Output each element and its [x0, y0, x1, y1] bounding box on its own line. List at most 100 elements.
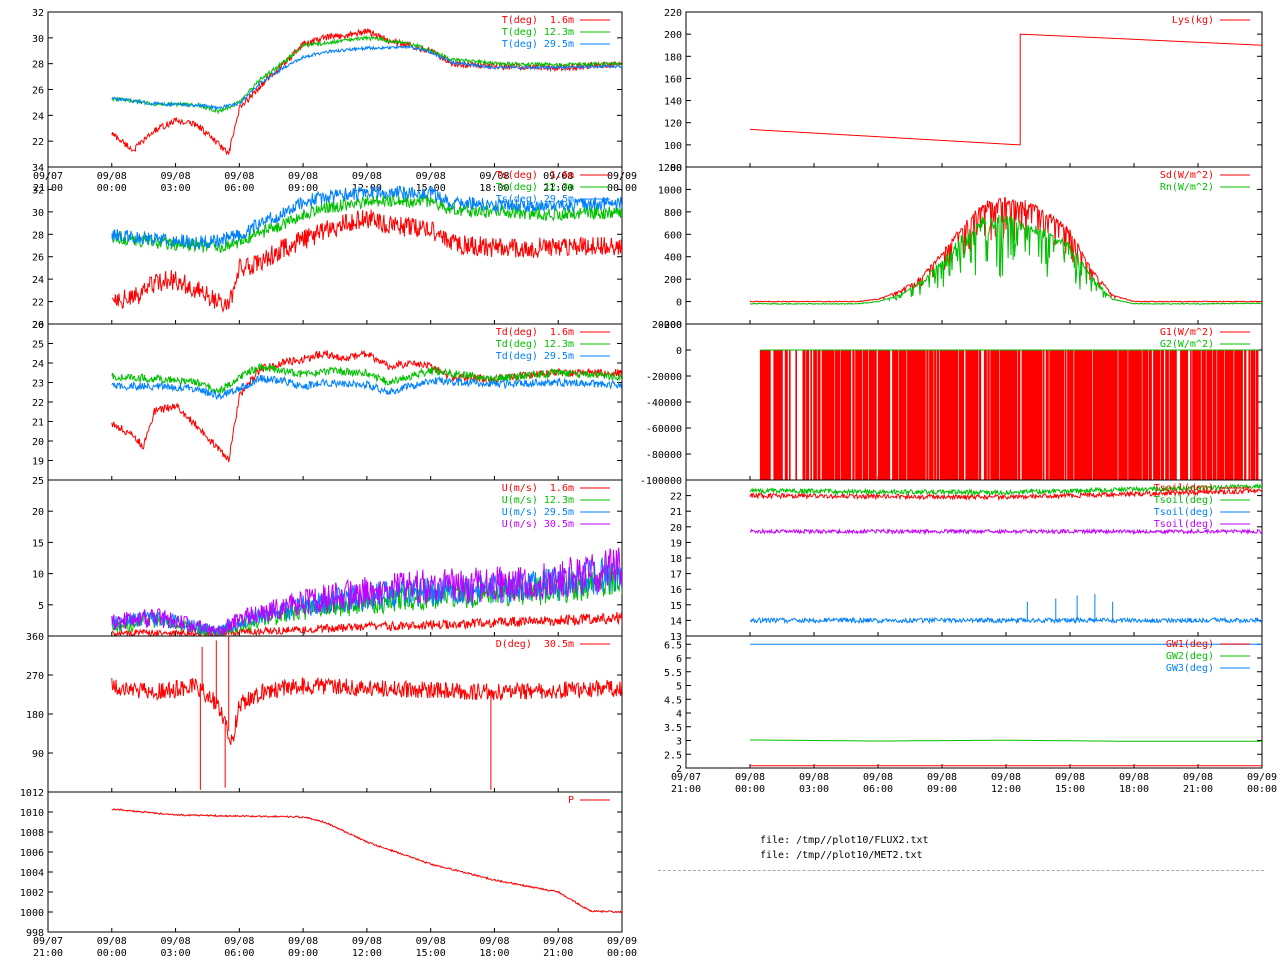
y-tick-label: 18 [670, 554, 682, 565]
series-ts-deg-29-5m [111, 185, 622, 251]
x-tick-label: 09/08 06:00 [224, 171, 254, 194]
y-tick-label: 13 [670, 632, 682, 643]
y-tick-label: -100000 [640, 476, 682, 487]
y-tick-label: 120 [664, 119, 682, 130]
y-tick-label: 10 [32, 570, 44, 581]
y-tick-label: 1010 [20, 808, 44, 819]
y-tick-label: 21 [32, 418, 44, 429]
y-tick-label: 200 [664, 30, 682, 41]
x-tick-label: 09/07 21:00 [33, 936, 63, 959]
y-tick-label: 20 [32, 437, 44, 448]
panel-groundwater: 2 2.5 3 3.5 4 4.5 5 5.5 6 6.5 09/07 21:00 09/08 00:00… [664, 635, 1277, 795]
y-tick-label: 5.5 [664, 668, 682, 679]
panel-wind-direction: 90 180 270 360 D(deg) 30.5m [26, 632, 623, 793]
footer-file-flux: file: /tmp//plot10/FLUX2.txt [760, 835, 929, 846]
y-tick-label: 22 [32, 137, 44, 148]
y-tick-label: 15 [32, 538, 44, 549]
y-tick-label: 6.5 [664, 640, 682, 651]
series-sd-w-m-2 [749, 196, 1262, 303]
panel-wind-speed: 5 10 15 20 25 U(m/s) 1.6mU(m/s) 12.3mU(m/s) 2… [32, 476, 623, 637]
y-tick-label: 1000 [658, 185, 682, 196]
plot-frame [47, 791, 623, 933]
plot-area [111, 28, 622, 156]
x-tick-label: 09/08 21:00 [543, 171, 573, 194]
y-tick-label: 4 [676, 709, 682, 720]
x-tick-label: 09/07 21:00 [671, 772, 701, 795]
series-td-deg-1-6m [111, 349, 622, 463]
legend-label: U(m/s) 12.3m [502, 495, 574, 506]
series-gw2-deg [750, 739, 1262, 742]
y-tick-label: 998 [26, 928, 44, 939]
series-p [111, 808, 622, 914]
y-tick-label: 19 [670, 538, 682, 549]
x-tick-label: 09/08 21:00 [1183, 772, 1213, 795]
y-tick-label: 25 [32, 476, 44, 487]
y-tick-label: 34 [32, 163, 44, 174]
y-tick-label: -60000 [646, 424, 682, 435]
x-tick-label: 09/08 15:00 [416, 936, 446, 959]
legend-label: U(m/s) 30.5m [502, 519, 574, 530]
x-tick-label: 09/08 03:00 [161, 171, 191, 194]
x-tick-label: 09/08 12:00 [352, 936, 382, 959]
plot-area [759, 349, 1259, 480]
series-tsoil-deg [749, 616, 1262, 625]
y-tick-label: 140 [664, 97, 682, 108]
x-tick-label: 09/08 18:00 [479, 171, 509, 194]
plot-area [111, 547, 622, 636]
y-tick-label: -20000 [646, 372, 682, 383]
y-tick-label: 1006 [20, 848, 44, 859]
legend-label: G2(W/m^2) [1160, 339, 1214, 350]
y-tick-label: 400 [664, 253, 682, 264]
y-tick-label: -80000 [646, 450, 682, 461]
legend-label: Tsoil(deg) [1154, 519, 1214, 530]
y-tick-label: 3 [676, 737, 682, 748]
y-tick-label: 20 [670, 523, 682, 534]
x-tick-label: 09/08 15:00 [416, 171, 446, 194]
series-rn-w-m-2 [749, 214, 1262, 305]
y-tick-label: 28 [32, 60, 44, 71]
plot-frame [685, 635, 1263, 769]
plot-area [749, 196, 1262, 305]
y-tick-label: 20 [32, 507, 44, 518]
y-tick-label: 4.5 [664, 695, 682, 706]
y-tick-label: 16 [670, 585, 682, 596]
y-tick-label: 22 [32, 298, 44, 309]
y-tick-label: 80 [670, 163, 682, 174]
legend-label: Ts(deg) 29.5m [496, 194, 574, 205]
y-tick-label: 26 [32, 320, 44, 331]
y-tick-label: 3.5 [664, 723, 682, 734]
y-tick-label: 1004 [20, 868, 44, 879]
y-tick-label: 100 [664, 141, 682, 152]
y-tick-label: 24 [32, 275, 44, 286]
y-tick-label: 32 [32, 8, 44, 19]
y-tick-label: 26 [32, 253, 44, 264]
legend-label: Tsoil(deg) [1154, 495, 1214, 506]
y-tick-label: 0 [676, 298, 682, 309]
x-tick-label: 09/09 00:00 [1247, 772, 1277, 795]
y-tick-label: 22 [32, 398, 44, 409]
x-tick-label: 09/09 00:00 [607, 936, 637, 959]
panel-lysimeter: 80 100 120 140 160 180 200 220 Lys(kg) [664, 8, 1263, 174]
legend-label: GW1(deg) [1166, 639, 1214, 650]
series-u-m-s-30-5m [111, 547, 622, 636]
y-tick-label: 30 [32, 34, 44, 45]
y-tick-label: 160 [664, 74, 682, 85]
x-tick-label: 09/08 03:00 [161, 936, 191, 959]
y-tick-label: -200 [658, 320, 682, 331]
legend-label: Td(deg) 1.6m [496, 327, 574, 338]
legend-label: T(deg) 1.6m [502, 15, 574, 26]
panel-ground-heat: -100000 -80000 -60000 -40000 -20000 0 20000 G1(… [640, 320, 1263, 487]
x-tick-label: 09/08 09:00 [288, 936, 318, 959]
x-tick-label: 09/08 09:00 [927, 772, 957, 795]
y-tick-label: 90 [32, 749, 44, 760]
y-tick-label: 2.5 [664, 750, 682, 761]
plot-area [111, 808, 622, 914]
y-tick-label: 360 [26, 632, 44, 643]
y-tick-label: 1008 [20, 828, 44, 839]
legend-label: Ts(deg) 1.6m [496, 170, 574, 181]
legend-label: Lys(kg) [1172, 15, 1214, 26]
legend-label: Tsoil(deg) [1154, 507, 1214, 518]
